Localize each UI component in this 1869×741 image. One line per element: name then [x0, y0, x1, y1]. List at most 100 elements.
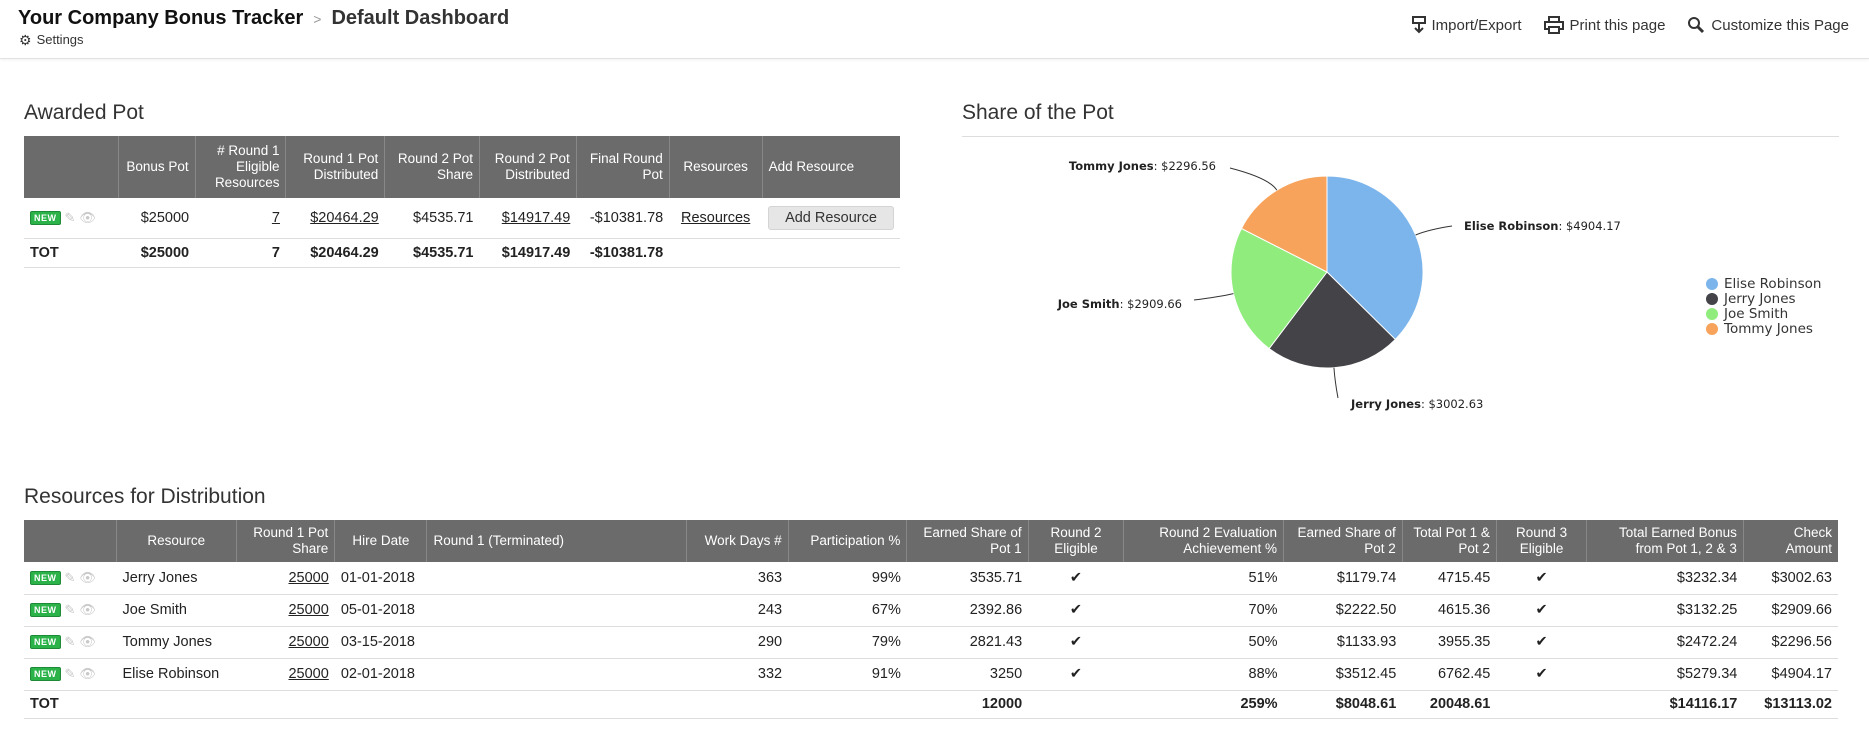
total-check: $13113.02 — [1743, 690, 1838, 719]
resources-link[interactable]: Resources — [680, 209, 751, 226]
pencil-icon[interactable]: ✎ — [64, 634, 76, 649]
pie-data-label: Tommy Jones: $2296.56 — [1069, 159, 1216, 173]
cell-participation: 99% — [788, 562, 907, 595]
settings-link[interactable]: ⚙ Settings — [19, 32, 84, 47]
cell-eval: 88% — [1123, 658, 1284, 691]
checkmark-icon: ✔ — [1496, 594, 1587, 627]
eye-icon[interactable]: 👁 — [79, 569, 96, 585]
import-export-icon — [1411, 16, 1426, 34]
app-title-link[interactable]: Your Company Bonus Tracker — [18, 7, 304, 29]
total-r2-share: $4535.71 — [384, 238, 480, 268]
legend-label: Jerry Jones — [1724, 290, 1796, 307]
cell-check: $3002.63 — [1743, 562, 1838, 595]
col-actions — [24, 520, 118, 562]
cell-eval: 70% — [1123, 594, 1284, 627]
cell-resource: Elise Robinson — [116, 658, 237, 691]
col-resources: Resources — [669, 136, 763, 198]
col-final-pot: Final Round Pot — [576, 136, 670, 198]
cell-hire-date: 05-01-2018 — [334, 594, 427, 627]
cell-participation: 79% — [788, 626, 907, 659]
print-label: Print this page — [1569, 16, 1666, 34]
col-earned1: Earned Share of Pot 1 — [906, 520, 1029, 562]
pot-share-link[interactable]: 25000 — [288, 634, 329, 650]
col-r2-share: Round 2 Pot Share — [384, 136, 480, 198]
pie-connector — [1229, 167, 1278, 191]
eye-icon[interactable]: 👁 — [79, 666, 96, 681]
pie-connector — [1415, 225, 1453, 236]
total-earned1: 12000 — [906, 690, 1029, 719]
distribution-table: Resource Round 1 Pot Share Hire Date Rou… — [24, 520, 1838, 719]
pencil-icon[interactable]: ✎ — [64, 209, 76, 225]
cell-total-bonus: $5279.34 — [1586, 658, 1744, 691]
legend-item[interactable]: Jerry Jones — [1706, 290, 1821, 307]
col-add-resource: Add Resource — [762, 136, 900, 198]
legend-item[interactable]: Elise Robinson — [1706, 275, 1822, 292]
r1-distributed-link[interactable]: $20464.29 — [310, 209, 379, 226]
eye-icon[interactable]: 👁 — [79, 209, 96, 225]
add-resource-button[interactable]: Add Resource — [768, 205, 894, 230]
cell-earned2: $3512.45 — [1283, 658, 1403, 691]
legend-label: Elise Robinson — [1724, 275, 1822, 292]
breadcrumb: Your Company Bonus Tracker > Default Das… — [18, 7, 509, 30]
import-export-button[interactable]: Import/Export — [1411, 16, 1522, 34]
pencil-icon[interactable]: ✎ — [64, 666, 76, 681]
table-row: NEW ✎ 👁 Joe Smith 25000 05-01-2018 243 67%… — [24, 594, 1838, 627]
new-badge: NEW — [30, 570, 61, 585]
col-r2-distributed: Round 2 Pot Distributed — [479, 136, 577, 198]
cell-earned2: $1179.74 — [1283, 562, 1403, 595]
cell-terminated — [426, 562, 687, 595]
col-earned2: Earned Share of Pot 2 — [1283, 520, 1403, 562]
total-eligible: 7 — [195, 238, 286, 268]
cell-hire-date: 03-15-2018 — [334, 626, 427, 659]
breadcrumb-separator-icon: > — [313, 10, 322, 27]
top-bar: Your Company Bonus Tracker > Default Das… — [0, 0, 1869, 59]
pie-slice-joe-smith[interactable] — [1230, 227, 1328, 350]
cell-work-days: 332 — [686, 658, 789, 691]
cell-total-bonus: $3132.25 — [1586, 594, 1744, 627]
awarded-pot-title: Awarded Pot — [24, 101, 144, 124]
checkmark-icon: ✔ — [1028, 594, 1124, 627]
legend-item[interactable]: Joe Smith — [1706, 306, 1821, 322]
cell-participation: 91% — [788, 658, 907, 691]
col-participation: Participation % — [788, 520, 908, 562]
cell-hire-date: 02-01-2018 — [334, 658, 427, 691]
eligible-link[interactable]: 7 — [271, 209, 280, 226]
print-button[interactable]: Print this page — [1543, 16, 1666, 34]
total-final-pot: -$10381.78 — [576, 238, 670, 268]
customize-button[interactable]: Customize this Page — [1687, 16, 1849, 34]
cell-check: $2909.66 — [1743, 594, 1838, 627]
pencil-icon[interactable]: ✎ — [64, 569, 76, 585]
customize-label: Customize this Page — [1711, 16, 1849, 34]
pot-share-link[interactable]: 25000 — [288, 569, 329, 586]
legend-label: Tommy Jones — [1724, 320, 1813, 337]
legend-item[interactable]: Tommy Jones — [1706, 320, 1821, 337]
pie-slice-jerry-jones[interactable] — [1268, 271, 1397, 369]
pencil-icon[interactable]: ✎ — [64, 602, 76, 617]
pie-connector — [1193, 293, 1234, 301]
pot-share-link[interactable]: 25000 — [288, 666, 329, 682]
cell-check: $2296.56 — [1743, 626, 1838, 659]
cell-participation: 67% — [788, 594, 907, 627]
cell-resource: Tommy Jones — [116, 626, 237, 659]
pie-slice-tommy-jones[interactable] — [1240, 175, 1328, 273]
gear-icon: ⚙ — [19, 31, 32, 48]
col-total-bonus: Total Earned Bonus from Pot 1, 2 & 3 — [1586, 520, 1744, 562]
checkmark-icon: ✔ — [1028, 626, 1124, 659]
cell-earned1: 3535.71 — [906, 562, 1029, 595]
col-pot-share: Round 1 Pot Share — [236, 520, 336, 562]
pot-share-link[interactable]: 25000 — [288, 602, 329, 618]
cell-work-days: 243 — [686, 594, 789, 627]
eye-icon[interactable]: 👁 — [79, 602, 96, 617]
cell-earned1: 2392.86 — [906, 594, 1029, 627]
cell-total12: 3955.35 — [1402, 626, 1497, 659]
eye-icon[interactable]: 👁 — [79, 634, 96, 649]
pie-legend: Elise Robinson Jerry Jones Joe Smith Tom… — [1706, 275, 1822, 337]
pie-data-label: Elise Robinson: $4904.17 — [1464, 219, 1621, 233]
awarded-pot-table: Bonus Pot # Round 1 Eligible Resources R… — [24, 136, 900, 268]
cell-check: $4904.17 — [1743, 658, 1838, 691]
total-bonus-pot: $25000 — [118, 238, 196, 268]
r2-distributed-link[interactable]: $14917.49 — [501, 209, 571, 226]
page-title: Default Dashboard — [331, 7, 510, 29]
col-r3-eligible: Round 3 Eligible — [1496, 520, 1588, 562]
col-total12: Total Pot 1 & Pot 2 — [1402, 520, 1497, 562]
